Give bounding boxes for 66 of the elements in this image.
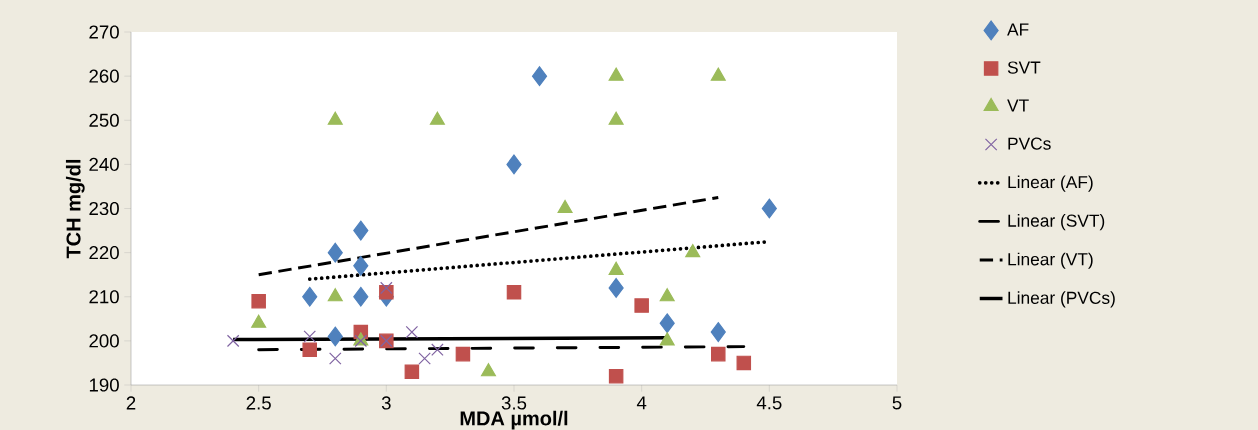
point bbox=[380, 281, 393, 295]
legend-label: Linear (AF) bbox=[1008, 175, 1093, 192]
point bbox=[327, 111, 343, 125]
point bbox=[302, 342, 317, 357]
point bbox=[329, 352, 342, 365]
y-tick-label: 210 bbox=[89, 290, 119, 304]
y-tick-label: 270 bbox=[89, 25, 119, 39]
point bbox=[353, 220, 369, 241]
point bbox=[405, 325, 419, 339]
point bbox=[251, 314, 267, 328]
point bbox=[659, 332, 675, 346]
y-axis-title: TCH mg/dl bbox=[65, 159, 85, 259]
y-tick-label: 230 bbox=[89, 201, 119, 216]
x-tick-label: 4.5 bbox=[756, 396, 782, 410]
point bbox=[431, 343, 444, 356]
legend-label: PVCs bbox=[1008, 137, 1051, 150]
point bbox=[608, 368, 624, 384]
point bbox=[302, 286, 318, 307]
point bbox=[251, 293, 266, 309]
point bbox=[418, 352, 431, 365]
legend-label: Linear (VT) bbox=[1008, 252, 1093, 269]
point bbox=[711, 346, 726, 362]
point bbox=[327, 288, 343, 302]
y-tick-label: 220 bbox=[89, 246, 119, 260]
legend-label: Linear (PVCs) bbox=[1008, 291, 1115, 308]
point bbox=[506, 154, 522, 175]
point bbox=[327, 242, 343, 263]
point bbox=[327, 326, 343, 347]
y-tick-label: 260 bbox=[89, 69, 119, 83]
point bbox=[429, 111, 445, 125]
point bbox=[685, 244, 701, 258]
x-tick-label: 4 bbox=[636, 396, 647, 410]
y-tick-label: 240 bbox=[89, 157, 119, 171]
point bbox=[761, 198, 777, 219]
point bbox=[608, 111, 624, 125]
legend-label: AF bbox=[1007, 23, 1029, 36]
x-tick-label: 2 bbox=[126, 396, 136, 410]
point bbox=[353, 255, 369, 276]
x-tick-label: 3.5 bbox=[501, 396, 527, 410]
point bbox=[455, 346, 471, 362]
legend-label: Linear (SVT) bbox=[1008, 214, 1105, 231]
point bbox=[557, 199, 573, 214]
point bbox=[736, 355, 752, 371]
point bbox=[480, 363, 496, 377]
point bbox=[303, 330, 316, 343]
x-tick-label: 2.5 bbox=[246, 396, 271, 410]
point bbox=[634, 298, 649, 313]
point bbox=[506, 285, 522, 300]
x-axis-title: MDA µmol/l bbox=[460, 410, 568, 430]
point bbox=[710, 322, 726, 342]
legend-label: VT bbox=[1007, 99, 1029, 112]
point bbox=[710, 67, 726, 81]
y-tick-label: 200 bbox=[89, 334, 119, 348]
point bbox=[226, 334, 240, 348]
point bbox=[353, 286, 369, 307]
point bbox=[608, 277, 624, 298]
point bbox=[659, 313, 675, 334]
point bbox=[608, 67, 624, 81]
y-tick-label: 250 bbox=[89, 113, 119, 127]
point bbox=[608, 261, 624, 275]
point bbox=[659, 288, 675, 302]
x-tick-label: 5 bbox=[892, 396, 902, 410]
y-tick-label: 190 bbox=[89, 378, 119, 392]
legend-label: SVT bbox=[1007, 61, 1041, 74]
x-tick-label: 3 bbox=[381, 396, 391, 410]
point bbox=[404, 364, 420, 380]
